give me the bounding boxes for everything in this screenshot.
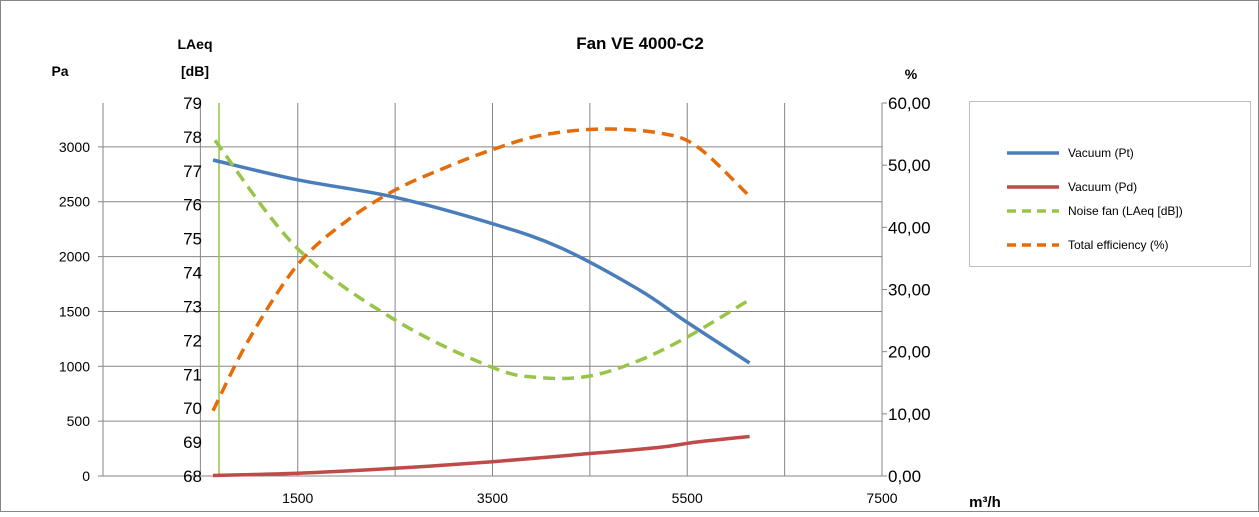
- laeq-tick-label: 76: [183, 196, 202, 215]
- x-tick-label: 5500: [672, 490, 703, 506]
- series-line-noise-fan: [213, 139, 751, 381]
- pa-tick-label: 500: [67, 413, 91, 429]
- x-tick-label: 1500: [282, 490, 313, 506]
- pct-tick-label: 30,00: [888, 281, 931, 300]
- series-line-vacuum-pt: [212, 158, 751, 365]
- legend: Vacuum (Pt) Vacuum (Pd) Noise fan (LAeq …: [969, 101, 1251, 267]
- pct-tick-label: 50,00: [888, 156, 931, 175]
- laeq-tick-label: 75: [183, 230, 202, 249]
- laeq-axis-label-line2: [dB]: [181, 63, 209, 79]
- pa-tick-label: 3000: [59, 139, 90, 155]
- series-line-vacuum-pd: [212, 434, 750, 478]
- laeq-tick-label: 73: [183, 297, 202, 316]
- pct-tick-label: 60,00: [888, 94, 931, 113]
- x-tick-label: 7500: [866, 490, 897, 506]
- series-lines: [211, 127, 751, 478]
- legend-label-vacuum-pt: Vacuum (Pt): [1068, 146, 1134, 160]
- laeq-tick-label: 78: [183, 128, 202, 147]
- chart-title: Fan VE 4000-C2: [576, 34, 704, 53]
- pa-tick-label: 1000: [59, 358, 90, 374]
- laeq-tick-label: 79: [183, 94, 202, 113]
- laeq-tick-label: 69: [183, 433, 202, 452]
- series-line-total-efficiency: [211, 127, 751, 412]
- x-axis-label: m³/h: [969, 494, 1001, 511]
- pa-tick-label: 2500: [59, 194, 90, 210]
- pct-tick-label: 40,00: [888, 218, 931, 237]
- pct-tick-label: 10,00: [888, 405, 931, 424]
- laeq-tick-label: 77: [183, 162, 202, 181]
- legend-box: [969, 101, 1251, 267]
- laeq-tick-label: 70: [183, 399, 202, 418]
- pa-tick-label: 2000: [59, 249, 90, 265]
- laeq-tick-label: 72: [183, 331, 202, 350]
- pct-axis-label: %: [905, 66, 918, 82]
- legend-label-total-efficiency: Total efficiency (%): [1068, 238, 1168, 252]
- legend-label-noise-fan: Noise fan (LAeq [dB]): [1068, 204, 1183, 218]
- laeq-axis-label-line1: LAeq: [178, 36, 213, 52]
- tick-labels: 0 500 1000 1500 2000 2500 3000 68 69 70 71 72 73 74 75…: [59, 94, 931, 506]
- pa-tick-label: 1500: [59, 303, 90, 319]
- x-tick-label: 3500: [477, 490, 508, 506]
- pa-tick-label: 0: [82, 468, 90, 484]
- laeq-tick-label: 68: [183, 467, 202, 486]
- pct-tick-label: 20,00: [888, 343, 931, 362]
- legend-label-vacuum-pd: Vacuum (Pd): [1068, 180, 1137, 194]
- pct-tick-label: 0,00: [888, 467, 921, 486]
- pa-axis-label: Pa: [51, 63, 68, 79]
- laeq-tick-label: 71: [183, 365, 202, 384]
- laeq-tick-label: 74: [183, 264, 202, 283]
